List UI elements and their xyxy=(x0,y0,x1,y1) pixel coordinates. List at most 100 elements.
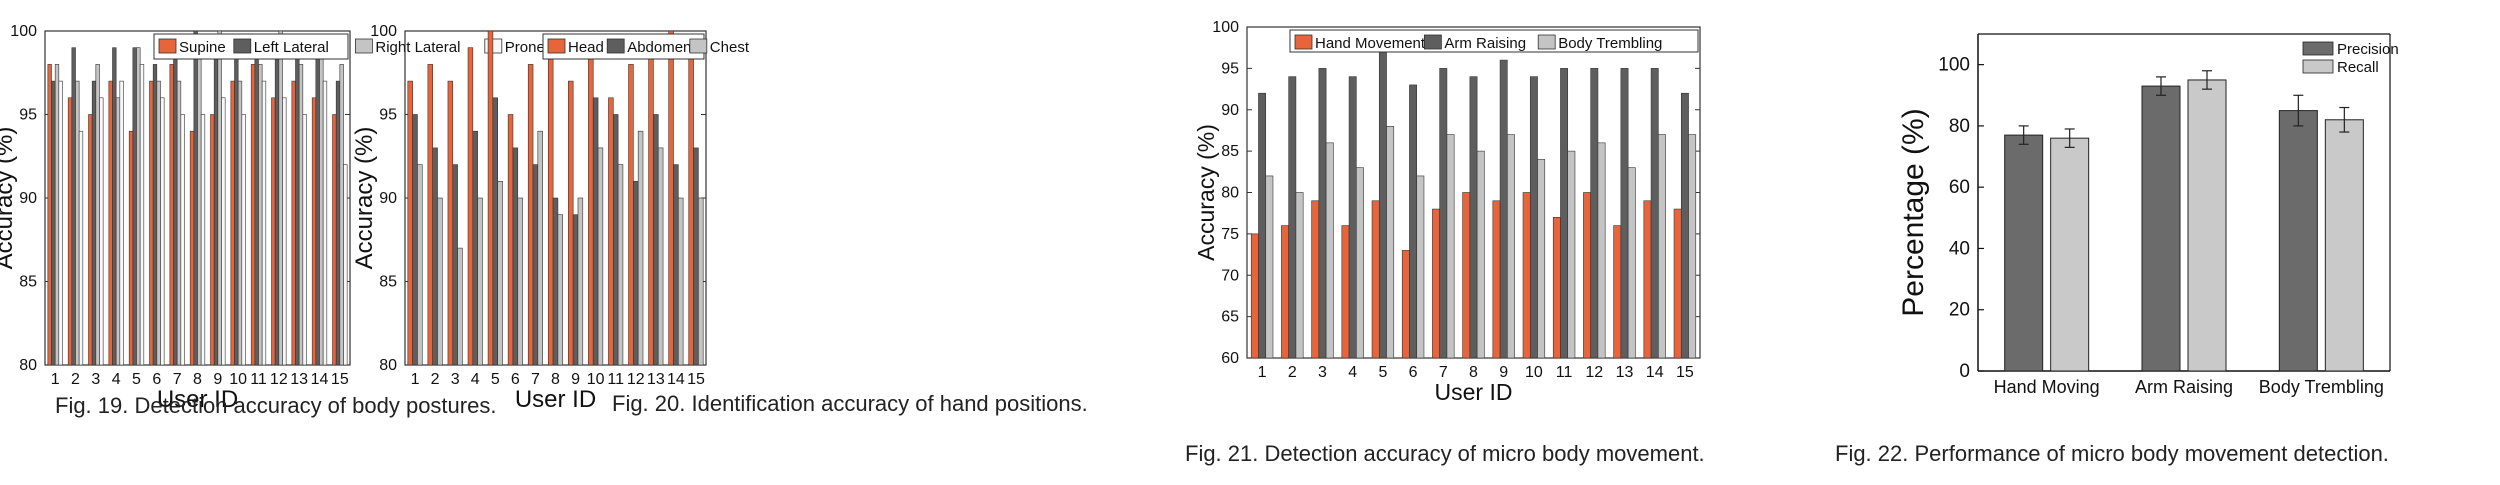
y-tick-label: 80 xyxy=(1949,116,1970,137)
legend-swatch-supine xyxy=(158,38,177,54)
x-tick-label: 15 xyxy=(1676,364,1694,381)
x-tick-label: 14 xyxy=(667,371,685,388)
bar-hand-movement-user-5 xyxy=(1371,200,1380,359)
bar-arm-raising-user-9 xyxy=(1499,59,1508,359)
bar-left-lateral-user-3 xyxy=(91,80,97,366)
caption-fig21: Fig. 21. Detection accuracy of micro bod… xyxy=(1185,441,1705,466)
y-tick-label: 80 xyxy=(19,357,37,374)
x-tick-label: 11 xyxy=(1556,364,1573,381)
bar-arm-raising-user-15 xyxy=(1680,92,1689,359)
bar-arm-raising-user-12 xyxy=(1590,68,1599,359)
bar-body-trembling-user-15 xyxy=(1688,134,1697,359)
bar-left-lateral-user-11 xyxy=(254,47,259,366)
bar-hand-movement-user-9 xyxy=(1492,200,1501,359)
x-tick-label: 2 xyxy=(1288,364,1297,381)
y-tick-label: 100 xyxy=(1212,19,1239,36)
bar-left-lateral-user-13 xyxy=(295,47,300,366)
bar-chest-user-3 xyxy=(457,247,463,366)
x-tick-label: 8 xyxy=(551,371,560,388)
bar-abdomen-user-14 xyxy=(673,164,679,366)
bar-hand-movement-user-14 xyxy=(1643,200,1652,359)
bar-arm-raising-user-6 xyxy=(1409,84,1418,359)
bar-prone-user-9 xyxy=(221,97,226,366)
bar-chest-user-12 xyxy=(637,130,644,366)
x-tick-label: 3 xyxy=(451,371,460,388)
bar-supine-user-12 xyxy=(271,97,276,366)
bar-prone-user-12 xyxy=(282,97,287,366)
y-tick-label: 60 xyxy=(1221,350,1239,367)
y-tick-label: 85 xyxy=(379,274,397,291)
bar-abdomen-user-15 xyxy=(693,147,699,366)
y-tick-label: 70 xyxy=(1221,267,1239,284)
legend-label-abdomen: Abdomen xyxy=(627,39,691,56)
bar-hand-movement-user-2 xyxy=(1281,225,1289,359)
bar-arm-raising-user-14 xyxy=(1650,68,1659,359)
chart-fig22: 0 20 40 60 80 100 Hand Moving Arm Raising Body T… xyxy=(1897,33,2399,397)
bar-left-lateral-user-1 xyxy=(51,80,56,366)
y-tick-label: 75 xyxy=(1221,226,1239,243)
x-axis-label: User ID xyxy=(515,386,596,413)
bar-prone-user-7 xyxy=(180,114,185,366)
bar-supine-user-2 xyxy=(67,97,73,366)
legend: Supine Left Lateral Right Lateral Prone xyxy=(153,33,545,60)
bar-hand-movement-user-12 xyxy=(1583,192,1591,359)
bar-right-lateral-user-15 xyxy=(339,64,344,366)
x-tick-label: 13 xyxy=(647,371,665,388)
legend-label-supine: Supine xyxy=(179,39,226,56)
bar-chest-user-7 xyxy=(537,130,543,366)
x-tick-label: Hand Moving xyxy=(1994,377,2100,397)
x-axis-label: User ID xyxy=(157,386,238,413)
bar-left-lateral-user-10 xyxy=(234,47,239,366)
x-tick-label: 5 xyxy=(1378,364,1387,381)
bar-body-trembling-user-11 xyxy=(1567,150,1576,359)
bar-chest-user-8 xyxy=(557,214,564,366)
bar-prone-user-2 xyxy=(78,130,84,366)
x-tick-label: 6 xyxy=(152,371,161,388)
bar-prone-user-1 xyxy=(58,80,63,366)
x-tick-label: 7 xyxy=(173,371,182,388)
y-axis-label: Accuracy (%) xyxy=(351,127,378,270)
y-tick-label: 80 xyxy=(1221,185,1239,202)
bar-arm-raising-user-3 xyxy=(1318,68,1327,359)
bar-precision-arm-raising xyxy=(2141,85,2181,372)
x-tick-label: 1 xyxy=(411,371,420,388)
bar-right-lateral-user-8 xyxy=(197,47,202,366)
legend-swatch-left-lateral xyxy=(233,38,252,54)
bar-body-trembling-user-3 xyxy=(1325,142,1334,359)
bar-supine-user-4 xyxy=(108,80,113,366)
bar-arm-raising-user-5 xyxy=(1378,51,1387,359)
bar-left-lateral-user-7 xyxy=(173,47,178,366)
bar-precision-hand-moving xyxy=(2004,134,2044,372)
x-tick-label: 7 xyxy=(531,371,540,388)
y-tick-label: 0 xyxy=(1959,361,1970,382)
legend-label-arm-raising: Arm Raising xyxy=(1444,35,1526,52)
bar-abdomen-user-5 xyxy=(492,97,499,366)
legend-box xyxy=(1289,29,1699,53)
legend-swatch-arm-raising xyxy=(1424,34,1442,50)
x-tick-label: 9 xyxy=(571,371,580,388)
bar-head-user-6 xyxy=(507,114,514,366)
x-tick-label: 3 xyxy=(91,371,100,388)
bar-left-lateral-user-4 xyxy=(112,47,117,366)
bar-prone-user-13 xyxy=(302,114,307,366)
bar-chest-user-11 xyxy=(617,164,624,366)
bar-right-lateral-user-10 xyxy=(237,80,243,366)
bar-supine-user-6 xyxy=(149,80,154,366)
y-tick-label: 40 xyxy=(1949,238,1970,259)
bar-prone-user-6 xyxy=(160,97,165,366)
bar-body-trembling-user-4 xyxy=(1356,167,1364,359)
bar-left-lateral-user-6 xyxy=(152,64,158,366)
bar-right-lateral-user-5 xyxy=(136,47,141,366)
bar-head-user-14 xyxy=(668,30,674,366)
legend-swatch-right-lateral xyxy=(354,38,373,54)
y-tick-label: 100 xyxy=(1938,55,1970,76)
bar-head-user-12 xyxy=(628,64,634,366)
y-tick-label: 65 xyxy=(1221,309,1239,326)
bar-recall-arm-raising xyxy=(2187,79,2227,372)
x-tick-label: 9 xyxy=(1499,364,1508,381)
x-tick-label: 8 xyxy=(193,371,202,388)
x-tick-label: 13 xyxy=(1616,364,1634,381)
y-tick-label: 95 xyxy=(1221,60,1239,77)
bar-chest-user-1 xyxy=(417,164,423,366)
y-tick-label: 60 xyxy=(1949,177,1970,198)
